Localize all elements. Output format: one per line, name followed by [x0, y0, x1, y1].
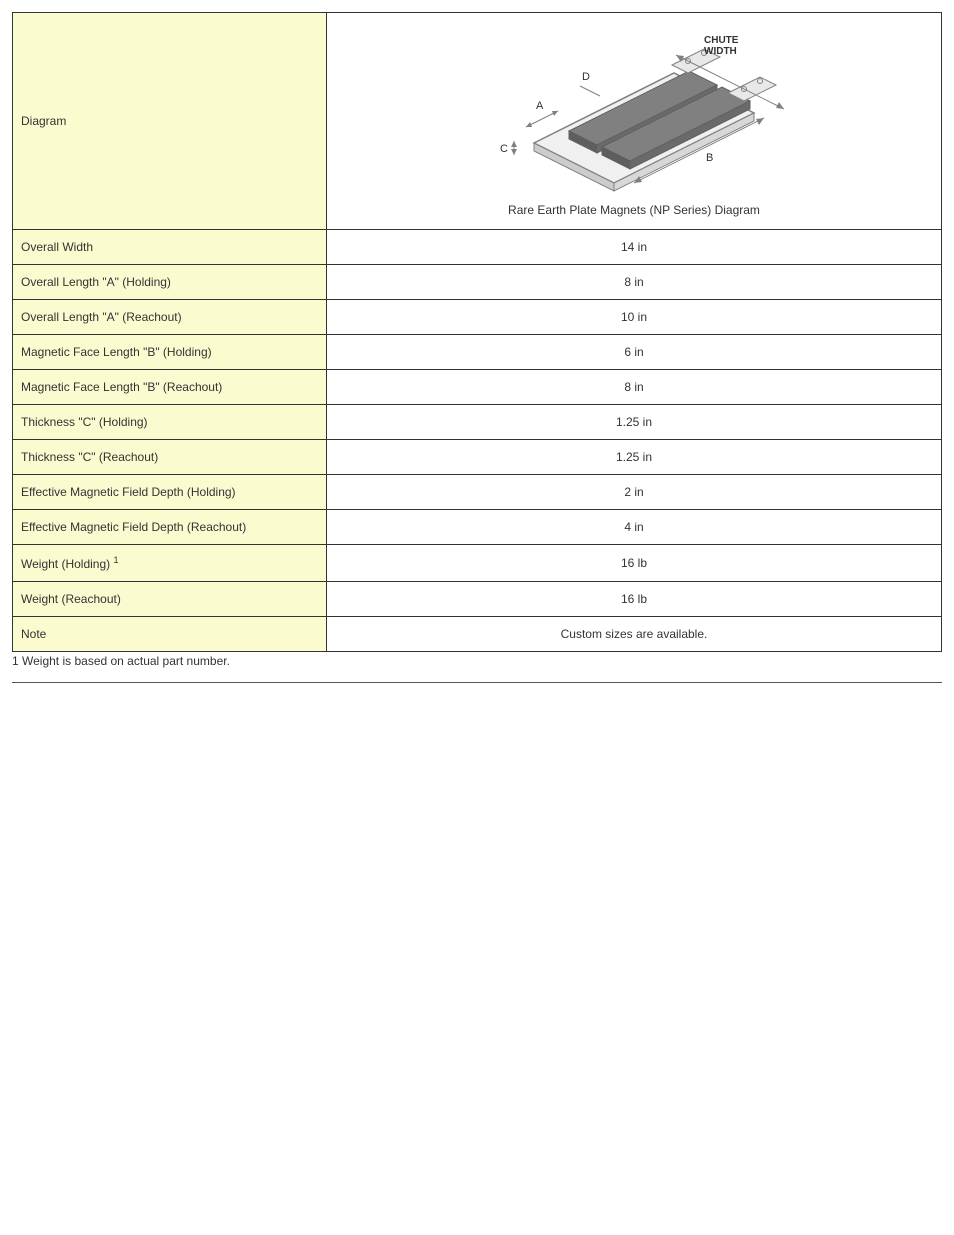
row-label: Note: [13, 617, 327, 652]
row-label: Weight (Holding) 1: [13, 545, 327, 582]
table-row: Note Custom sizes are available.: [13, 617, 942, 652]
row-label: Magnetic Face Length "B" (Holding): [13, 335, 327, 370]
row-label: Thickness "C" (Holding): [13, 405, 327, 440]
table-row: Effective Magnetic Field Depth (Reachout…: [13, 510, 942, 545]
dim-c-label: C: [500, 143, 508, 155]
dim-d-label: D: [582, 71, 590, 83]
row-label: Effective Magnetic Field Depth (Holding): [13, 475, 327, 510]
row-value: 1.25 in: [327, 405, 942, 440]
diagram-caption: Rare Earth Plate Magnets (NP Series) Dia…: [335, 203, 933, 217]
table-row: Weight (Holding) 1 16 lb: [13, 545, 942, 582]
footnote-ref: 1: [114, 555, 119, 565]
table-row: Weight (Reachout) 16 lb: [13, 582, 942, 617]
table-row: Overall Length "A" (Reachout) 10 in: [13, 300, 942, 335]
row-label: Overall Width: [13, 230, 327, 265]
plate-magnet-diagram-icon: A D C B: [474, 23, 794, 193]
row-value: 8 in: [327, 265, 942, 300]
table-row: Thickness "C" (Reachout) 1.25 in: [13, 440, 942, 475]
row-value: 10 in: [327, 300, 942, 335]
row-value: 14 in: [327, 230, 942, 265]
footnote-text: 1 Weight is based on actual part number.: [12, 654, 942, 668]
spec-table: Diagram: [12, 12, 942, 652]
row-label: Diagram: [13, 13, 327, 230]
row-label: Magnetic Face Length "B" (Reachout): [13, 370, 327, 405]
row-value: Custom sizes are available.: [327, 617, 942, 652]
table-row: Thickness "C" (Holding) 1.25 in: [13, 405, 942, 440]
row-value: 8 in: [327, 370, 942, 405]
table-row: Magnetic Face Length "B" (Holding) 6 in: [13, 335, 942, 370]
table-row: Diagram: [13, 13, 942, 230]
dim-b-label: B: [706, 152, 713, 164]
table-row: Overall Length "A" (Holding) 8 in: [13, 265, 942, 300]
row-label-text: Weight (Holding): [21, 557, 110, 571]
row-label: Thickness "C" (Reachout): [13, 440, 327, 475]
row-label: Effective Magnetic Field Depth (Reachout…: [13, 510, 327, 545]
row-value: 16 lb: [327, 545, 942, 582]
table-row: Effective Magnetic Field Depth (Holding)…: [13, 475, 942, 510]
row-value: 2 in: [327, 475, 942, 510]
table-row: Magnetic Face Length "B" (Reachout) 8 in: [13, 370, 942, 405]
chute-label-2: WIDTH: [704, 46, 737, 57]
row-value: 4 in: [327, 510, 942, 545]
row-value: 1.25 in: [327, 440, 942, 475]
dim-a-label: A: [536, 100, 544, 112]
chute-label-1: CHUTE: [704, 35, 739, 46]
row-label: Overall Length "A" (Holding): [13, 265, 327, 300]
section-divider: [12, 682, 942, 683]
row-value: 6 in: [327, 335, 942, 370]
row-label: Overall Length "A" (Reachout): [13, 300, 327, 335]
row-label: Weight (Reachout): [13, 582, 327, 617]
table-row: Overall Width 14 in: [13, 230, 942, 265]
row-value: 16 lb: [327, 582, 942, 617]
diagram-cell: A D C B: [327, 13, 942, 230]
